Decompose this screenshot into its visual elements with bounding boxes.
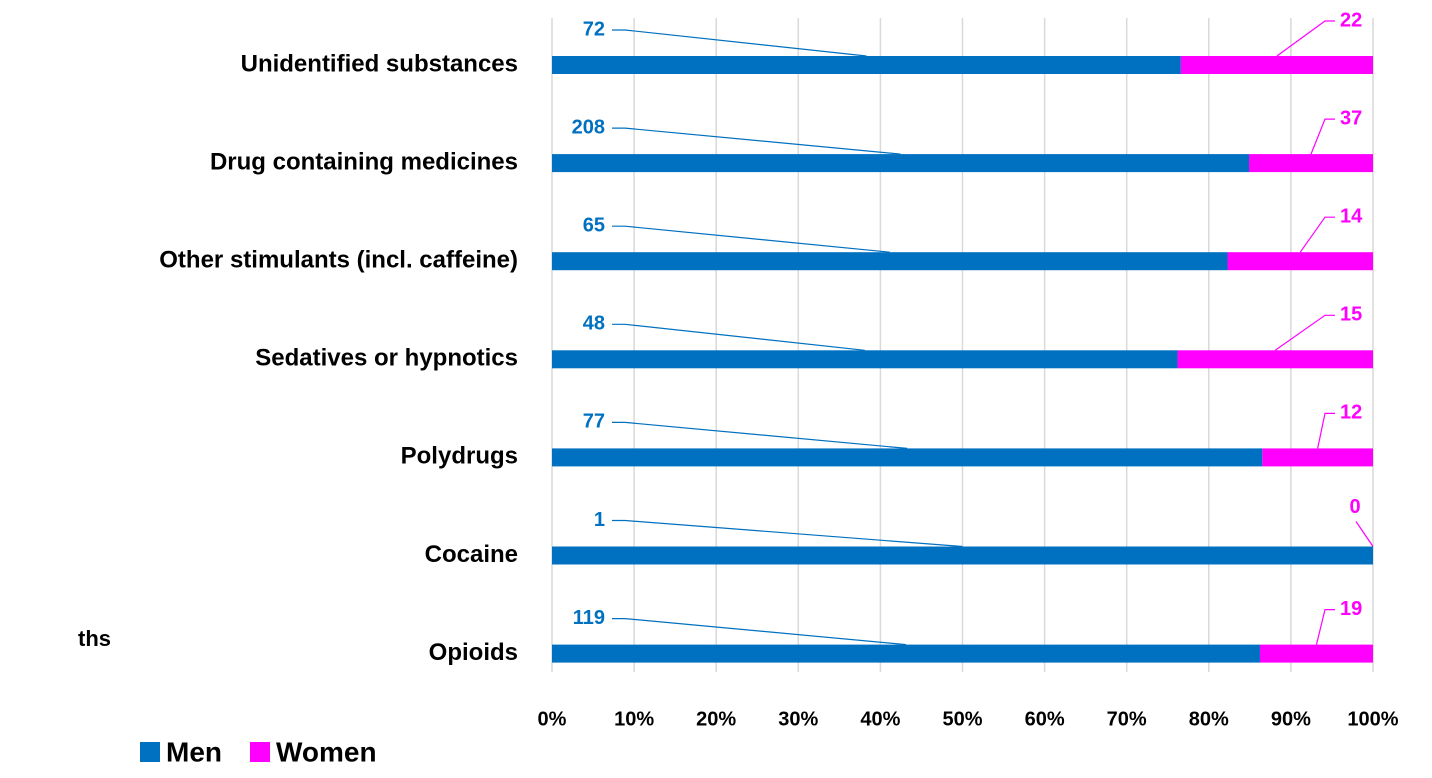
leader-line bbox=[612, 617, 907, 646]
x-tick-label: 40% bbox=[860, 708, 900, 730]
leader-line bbox=[1315, 608, 1335, 645]
leader-line bbox=[612, 29, 867, 57]
bar-segment bbox=[552, 448, 1263, 467]
bar-segment bbox=[1262, 448, 1373, 467]
x-tick-label: 20% bbox=[696, 708, 736, 730]
x-tick-label: 60% bbox=[1025, 708, 1065, 730]
bar-segment bbox=[1177, 350, 1373, 369]
leader-line bbox=[612, 127, 901, 155]
bar-segment bbox=[552, 546, 1373, 565]
x-tick-label: 80% bbox=[1189, 708, 1229, 730]
data-label: 65 bbox=[583, 214, 605, 236]
data-label: 12 bbox=[1340, 402, 1362, 424]
leader-line bbox=[612, 421, 908, 449]
leader-line bbox=[1299, 216, 1335, 253]
leader-line bbox=[1276, 20, 1335, 57]
leader-line bbox=[1317, 412, 1335, 449]
data-label: 37 bbox=[1340, 107, 1362, 129]
x-tick-label: 100% bbox=[1347, 708, 1398, 730]
data-label: 48 bbox=[583, 313, 605, 335]
category-label: Sedatives or hypnotics bbox=[255, 345, 518, 372]
category-label: Polydrugs bbox=[401, 443, 518, 470]
leader-line bbox=[612, 225, 890, 253]
legend-label: Men bbox=[166, 736, 222, 767]
annotation: ths bbox=[78, 626, 111, 651]
bar-segment bbox=[552, 252, 1228, 271]
x-tick-label: 0% bbox=[538, 708, 567, 730]
leader-line bbox=[1355, 521, 1374, 547]
data-label: 119 bbox=[573, 607, 605, 629]
leader-line bbox=[1310, 118, 1335, 155]
bar-segment bbox=[1180, 56, 1373, 74]
category-label: Opioids bbox=[429, 639, 518, 666]
bar-segment bbox=[552, 350, 1178, 369]
bar-segment bbox=[1249, 154, 1373, 173]
data-label: 77 bbox=[583, 411, 605, 433]
data-label: 15 bbox=[1340, 304, 1362, 326]
legend-label: Women bbox=[276, 736, 377, 767]
x-tick-label: 90% bbox=[1271, 708, 1311, 730]
bar-segment bbox=[552, 154, 1250, 173]
bar-segment bbox=[552, 56, 1181, 74]
data-label: 0 bbox=[1349, 496, 1360, 518]
leader-line bbox=[1274, 314, 1335, 351]
data-label: 22 bbox=[1340, 9, 1362, 31]
bar-segment bbox=[1227, 252, 1373, 271]
data-label: 1 bbox=[594, 509, 605, 531]
data-label: 19 bbox=[1340, 598, 1362, 620]
bar-segment bbox=[552, 644, 1260, 663]
x-tick-label: 10% bbox=[614, 708, 654, 730]
legend-swatch bbox=[140, 742, 160, 762]
data-label: 72 bbox=[583, 18, 605, 40]
x-tick-label: 30% bbox=[778, 708, 818, 730]
category-label: Other stimulants (incl. caffeine) bbox=[159, 247, 518, 274]
category-label: Cocaine bbox=[425, 541, 518, 568]
leader-line bbox=[612, 519, 963, 548]
bar-segment bbox=[1259, 644, 1373, 663]
data-label: 208 bbox=[572, 116, 605, 138]
data-label: 14 bbox=[1340, 205, 1363, 227]
category-label: Drug containing medicines bbox=[210, 148, 518, 175]
leader-line bbox=[612, 323, 865, 351]
x-tick-label: 70% bbox=[1107, 708, 1147, 730]
x-tick-label: 50% bbox=[942, 708, 982, 730]
category-label: Unidentified substances bbox=[241, 50, 518, 77]
legend-swatch bbox=[250, 742, 270, 762]
